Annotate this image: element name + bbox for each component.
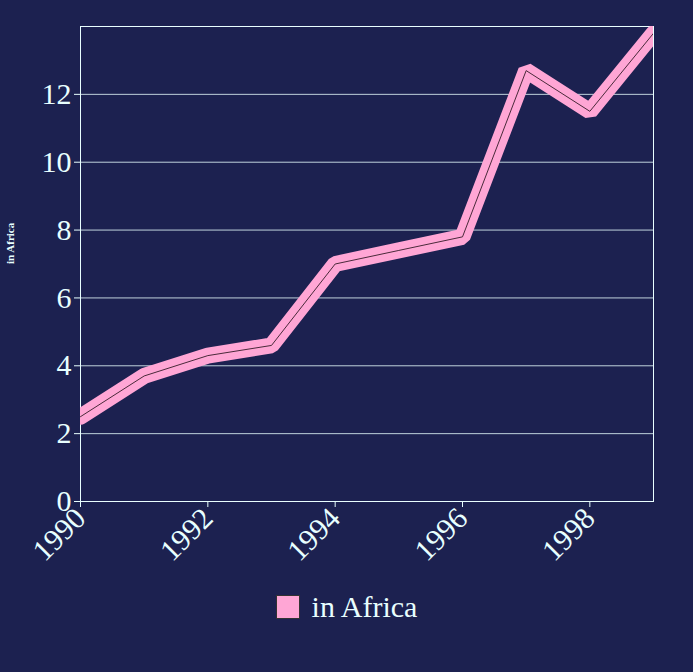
svg-text:2: 2 [57,416,72,449]
svg-text:1994: 1994 [280,501,346,567]
svg-text:6: 6 [57,281,72,314]
svg-text:12: 12 [42,77,72,110]
svg-text:1992: 1992 [153,501,219,567]
svg-text:1996: 1996 [408,501,474,567]
html-text:in Africa: in Africa [311,590,418,623]
svg-text:in Africa: in Africa [4,222,16,264]
svg-text:1990: 1990 [26,501,92,567]
svg-text:8: 8 [57,213,72,246]
svg-text:1998: 1998 [535,501,601,567]
svg-text:4: 4 [57,348,72,381]
svg-text:10: 10 [42,145,72,178]
